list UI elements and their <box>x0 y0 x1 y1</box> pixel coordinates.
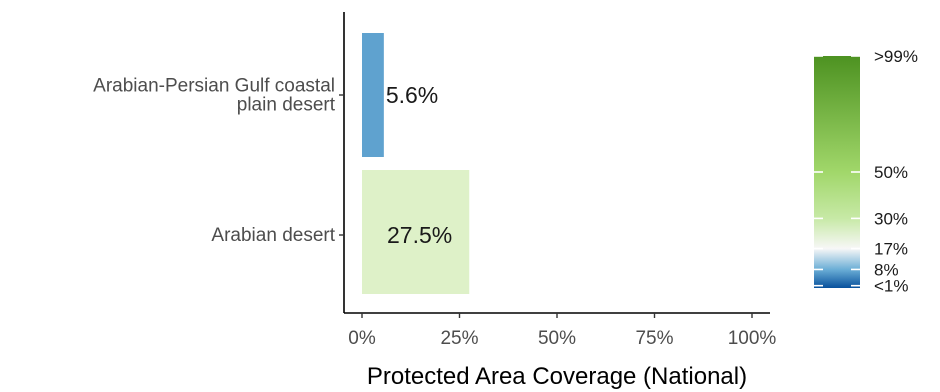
bar-value-label: 5.6% <box>386 82 438 108</box>
bar-value-label: 27.5% <box>387 222 452 248</box>
axes-layer: Arabian-Persian Gulf coastal plain desert… <box>93 12 776 349</box>
y-tick-label: Arabian desert <box>211 225 335 246</box>
colorbar-label: 17% <box>874 240 908 259</box>
bar-1 <box>362 170 470 294</box>
y-tick-label: Arabian-Persian Gulf coastal plain desert <box>93 76 336 116</box>
colorbar-label: 8% <box>874 260 899 279</box>
x-tick-label: 50% <box>538 328 576 349</box>
colorbar-label: 50% <box>874 163 908 182</box>
colorbar-legend: >99% 50% 30% 17%8%<1% <box>814 47 918 296</box>
bar-0 <box>362 33 384 157</box>
bars-layer: 5.6% 27.5% <box>362 33 470 294</box>
x-tick-label: 75% <box>635 328 673 349</box>
colorbar-label: <1% <box>874 277 909 296</box>
x-tick-label: 0% <box>348 328 376 349</box>
colorbar-label: >99% <box>874 47 918 66</box>
x-tick-label: 100% <box>728 328 777 349</box>
x-tick-label: 25% <box>440 328 478 349</box>
x-axis-title: Protected Area Coverage (National) <box>367 363 747 390</box>
colorbar-label: 30% <box>874 209 908 228</box>
